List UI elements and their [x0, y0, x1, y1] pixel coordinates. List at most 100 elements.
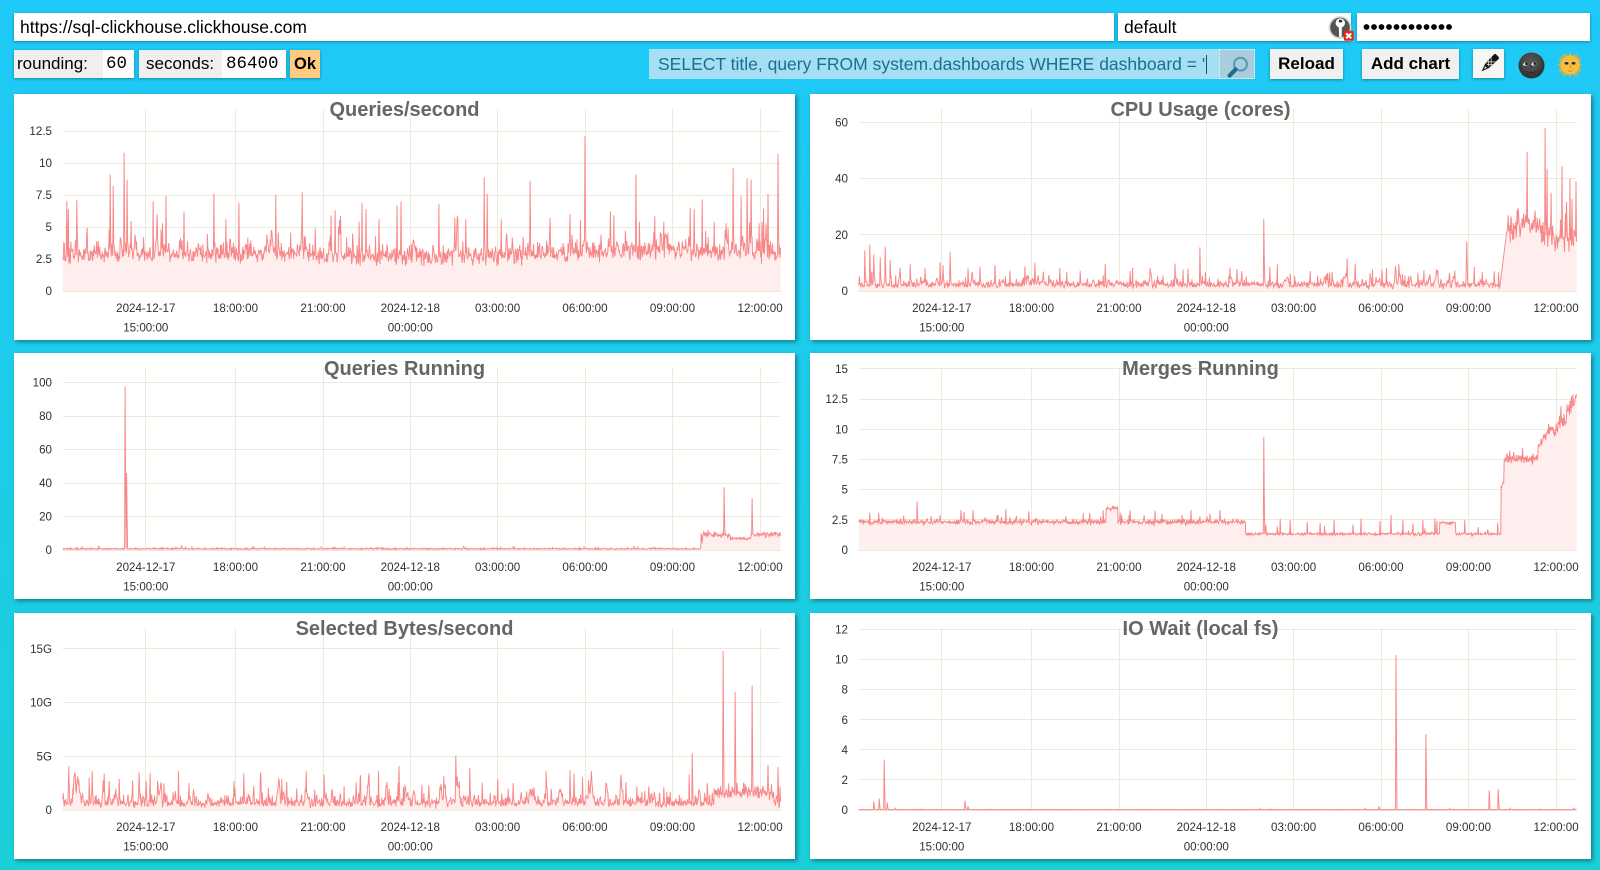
svg-text:2: 2 [841, 774, 847, 787]
svg-text:12:00:00: 12:00:00 [1533, 302, 1578, 315]
svg-text:03:00:00: 03:00:00 [475, 561, 520, 574]
svg-text:03:00:00: 03:00:00 [1271, 821, 1316, 834]
svg-text:00:00:00: 00:00:00 [1183, 322, 1228, 335]
svg-text:18:00:00: 18:00:00 [213, 821, 258, 834]
svg-text:18:00:00: 18:00:00 [1008, 821, 1053, 834]
svg-text:21:00:00: 21:00:00 [300, 561, 345, 574]
svg-text:21:00:00: 21:00:00 [1096, 821, 1141, 834]
svg-text:09:00:00: 09:00:00 [1445, 302, 1490, 315]
svg-text:2024-12-17: 2024-12-17 [912, 821, 971, 834]
svg-text:7.5: 7.5 [36, 189, 52, 202]
svg-text:5: 5 [46, 221, 52, 234]
svg-text:18:00:00: 18:00:00 [213, 561, 258, 574]
svg-text:09:00:00: 09:00:00 [650, 821, 695, 834]
svg-text:18:00:00: 18:00:00 [1008, 302, 1053, 315]
svg-text:00:00:00: 00:00:00 [1183, 841, 1228, 854]
svg-text:09:00:00: 09:00:00 [1445, 821, 1490, 834]
svg-text:60: 60 [835, 117, 848, 130]
svg-text:Queries Running: Queries Running [324, 358, 485, 380]
svg-text:Queries/second: Queries/second [329, 99, 479, 121]
svg-text:4: 4 [841, 744, 848, 757]
svg-text:2024-12-18: 2024-12-18 [381, 302, 440, 315]
svg-text:15:00:00: 15:00:00 [123, 322, 168, 335]
svg-text:15:00:00: 15:00:00 [919, 322, 964, 335]
svg-text:15:00:00: 15:00:00 [123, 581, 168, 594]
svg-text:00:00:00: 00:00:00 [388, 581, 433, 594]
svg-text:CPU Usage (cores): CPU Usage (cores) [1110, 99, 1290, 121]
svg-text:100: 100 [33, 377, 52, 390]
svg-text:0: 0 [46, 804, 52, 817]
svg-text:2024-12-17: 2024-12-17 [912, 302, 971, 315]
svg-text:2024-12-18: 2024-12-18 [381, 561, 440, 574]
svg-text:00:00:00: 00:00:00 [388, 322, 433, 335]
svg-text:18:00:00: 18:00:00 [1008, 561, 1053, 574]
svg-text:06:00:00: 06:00:00 [1358, 821, 1403, 834]
svg-text:06:00:00: 06:00:00 [1358, 561, 1403, 574]
svg-text:18:00:00: 18:00:00 [213, 302, 258, 315]
svg-text:8: 8 [841, 684, 847, 697]
svg-text:15:00:00: 15:00:00 [123, 841, 168, 854]
svg-text:09:00:00: 09:00:00 [1445, 561, 1490, 574]
svg-text:00:00:00: 00:00:00 [388, 841, 433, 854]
svg-text:Merges Running: Merges Running [1122, 358, 1279, 380]
svg-text:2024-12-18: 2024-12-18 [381, 821, 440, 834]
svg-text:10: 10 [39, 157, 52, 170]
svg-text:12.5: 12.5 [29, 125, 52, 138]
svg-text:03:00:00: 03:00:00 [1271, 561, 1316, 574]
svg-text:7.5: 7.5 [831, 454, 847, 467]
svg-text:06:00:00: 06:00:00 [562, 561, 607, 574]
svg-text:6: 6 [841, 714, 847, 727]
svg-text:06:00:00: 06:00:00 [562, 302, 607, 315]
svg-text:00:00:00: 00:00:00 [1183, 581, 1228, 594]
svg-text:2024-12-18: 2024-12-18 [1176, 302, 1235, 315]
svg-text:60: 60 [39, 444, 52, 457]
svg-text:06:00:00: 06:00:00 [562, 821, 607, 834]
svg-text:2024-12-17: 2024-12-17 [116, 302, 175, 315]
svg-text:21:00:00: 21:00:00 [300, 302, 345, 315]
svg-text:15:00:00: 15:00:00 [919, 581, 964, 594]
svg-text:40: 40 [39, 477, 52, 490]
svg-text:80: 80 [39, 410, 52, 423]
svg-text:0: 0 [46, 285, 52, 298]
svg-text:Selected Bytes/second: Selected Bytes/second [296, 618, 514, 640]
svg-text:10G: 10G [30, 697, 52, 710]
svg-text:12:00:00: 12:00:00 [1533, 561, 1578, 574]
svg-text:2024-12-18: 2024-12-18 [1176, 821, 1235, 834]
svg-text:12:00:00: 12:00:00 [1533, 821, 1578, 834]
svg-text:2024-12-17: 2024-12-17 [912, 561, 971, 574]
svg-text:15:00:00: 15:00:00 [919, 841, 964, 854]
svg-text:2.5: 2.5 [36, 253, 52, 266]
svg-text:IO Wait (local fs): IO Wait (local fs) [1122, 618, 1278, 640]
svg-text:0: 0 [841, 544, 847, 557]
svg-text:09:00:00: 09:00:00 [650, 561, 695, 574]
svg-text:21:00:00: 21:00:00 [300, 821, 345, 834]
svg-text:06:00:00: 06:00:00 [1358, 302, 1403, 315]
svg-text:03:00:00: 03:00:00 [1271, 302, 1316, 315]
svg-text:2.5: 2.5 [831, 514, 847, 527]
svg-text:12:00:00: 12:00:00 [738, 821, 783, 834]
svg-text:12:00:00: 12:00:00 [738, 561, 783, 574]
svg-text:2024-12-18: 2024-12-18 [1176, 561, 1235, 574]
svg-text:0: 0 [841, 804, 847, 817]
svg-text:2024-12-17: 2024-12-17 [116, 821, 175, 834]
svg-text:12: 12 [835, 624, 848, 637]
svg-text:20: 20 [835, 229, 848, 242]
svg-text:09:00:00: 09:00:00 [650, 302, 695, 315]
svg-text:03:00:00: 03:00:00 [475, 302, 520, 315]
svg-text:2024-12-17: 2024-12-17 [116, 561, 175, 574]
svg-text:21:00:00: 21:00:00 [1096, 561, 1141, 574]
svg-text:10: 10 [835, 423, 848, 436]
svg-text:15G: 15G [30, 643, 52, 656]
svg-text:10: 10 [835, 654, 848, 667]
svg-text:40: 40 [835, 173, 848, 186]
svg-text:5G: 5G [37, 750, 52, 763]
svg-text:20: 20 [39, 511, 52, 524]
svg-text:03:00:00: 03:00:00 [475, 821, 520, 834]
svg-text:12.5: 12.5 [825, 393, 848, 406]
svg-text:15: 15 [835, 363, 848, 376]
svg-text:21:00:00: 21:00:00 [1096, 302, 1141, 315]
svg-text:12:00:00: 12:00:00 [738, 302, 783, 315]
svg-text:0: 0 [841, 285, 847, 298]
svg-text:5: 5 [841, 484, 847, 497]
svg-text:0: 0 [46, 544, 52, 557]
